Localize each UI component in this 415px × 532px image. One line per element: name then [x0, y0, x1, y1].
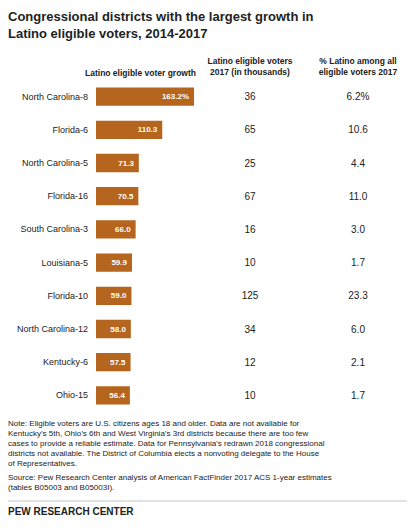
svg-text:Congressional districts with t: Congressional districts with the largest… — [8, 9, 314, 24]
svg-text:110.3: 110.3 — [138, 125, 158, 134]
svg-text:10: 10 — [244, 390, 256, 401]
svg-text:cases to provide a reliable es: cases to provide a reliable estimate. Da… — [8, 439, 325, 448]
svg-text:6.0: 6.0 — [351, 324, 365, 335]
svg-text:% Latino among all: % Latino among all — [319, 56, 396, 66]
svg-text:North Carolina-5: North Carolina-5 — [22, 158, 88, 168]
svg-text:71.3: 71.3 — [118, 159, 134, 168]
svg-text:66.0: 66.0 — [115, 225, 131, 234]
svg-text:Florida-6: Florida-6 — [52, 125, 88, 135]
svg-text:25: 25 — [244, 158, 256, 169]
svg-text:South Carolina-3: South Carolina-3 — [20, 224, 88, 234]
svg-text:1.7: 1.7 — [351, 390, 365, 401]
svg-text:North Carolina-8: North Carolina-8 — [22, 92, 88, 102]
svg-text:16: 16 — [244, 224, 256, 235]
svg-text:2017 (in thousands): 2017 (in thousands) — [210, 67, 290, 77]
svg-text:Kentucky-6: Kentucky-6 — [43, 357, 88, 367]
svg-text:Source: Pew Research Center an: Source: Pew Research Center analysis of … — [8, 473, 332, 482]
svg-text:1.7: 1.7 — [351, 257, 365, 268]
svg-text:Ohio-15: Ohio-15 — [56, 390, 88, 400]
svg-text:North Carolina-12: North Carolina-12 — [17, 324, 88, 334]
svg-text:59.0: 59.0 — [111, 291, 127, 300]
svg-text:56.4: 56.4 — [109, 391, 125, 400]
svg-text:4.4: 4.4 — [351, 158, 365, 169]
svg-text:eligible voters 2017: eligible voters 2017 — [319, 67, 398, 77]
svg-text:Florida-10: Florida-10 — [47, 291, 88, 301]
svg-text:Latino eligible voters, 2014-2: Latino eligible voters, 2014-2017 — [8, 26, 207, 41]
svg-text:10: 10 — [244, 257, 256, 268]
svg-text:36: 36 — [244, 91, 256, 102]
svg-text:Latino eligible voters: Latino eligible voters — [207, 56, 292, 66]
svg-text:PEW RESEARCH CENTER: PEW RESEARCH CENTER — [8, 506, 134, 517]
svg-text:59.9: 59.9 — [111, 258, 127, 267]
svg-text:34: 34 — [244, 324, 256, 335]
svg-text:67: 67 — [244, 191, 256, 202]
svg-text:6.2%: 6.2% — [347, 91, 370, 102]
svg-text:70.5: 70.5 — [118, 192, 134, 201]
svg-text:3.0: 3.0 — [351, 224, 365, 235]
svg-text:10.6: 10.6 — [348, 124, 368, 135]
svg-text:125: 125 — [242, 290, 259, 301]
svg-text:districts not available. The D: districts not available. The District of… — [8, 449, 320, 458]
svg-text:12: 12 — [244, 357, 256, 368]
svg-text:Florida-16: Florida-16 — [47, 191, 88, 201]
svg-text:65: 65 — [244, 124, 256, 135]
svg-text:Kentucky’s 5th, Ohio’s 6th and: Kentucky’s 5th, Ohio’s 6th and West Virg… — [8, 429, 309, 438]
svg-text:of Representatives.: of Representatives. — [8, 459, 77, 468]
svg-text:57.5: 57.5 — [110, 358, 126, 367]
svg-text:Louisiana-5: Louisiana-5 — [41, 258, 88, 268]
svg-text:Latino eligible voter growth: Latino eligible voter growth — [85, 68, 196, 78]
svg-text:11.0: 11.0 — [349, 191, 368, 202]
svg-text:23.3: 23.3 — [348, 290, 368, 301]
svg-text:58.0: 58.0 — [110, 325, 126, 334]
svg-text:(tables B05003 and B05003I).: (tables B05003 and B05003I). — [8, 483, 114, 492]
svg-text:163.2%: 163.2% — [162, 92, 189, 101]
svg-text:Note: Eligible voters are U.S.: Note: Eligible voters are U.S. citizens … — [8, 419, 300, 428]
svg-text:2.1: 2.1 — [351, 357, 365, 368]
